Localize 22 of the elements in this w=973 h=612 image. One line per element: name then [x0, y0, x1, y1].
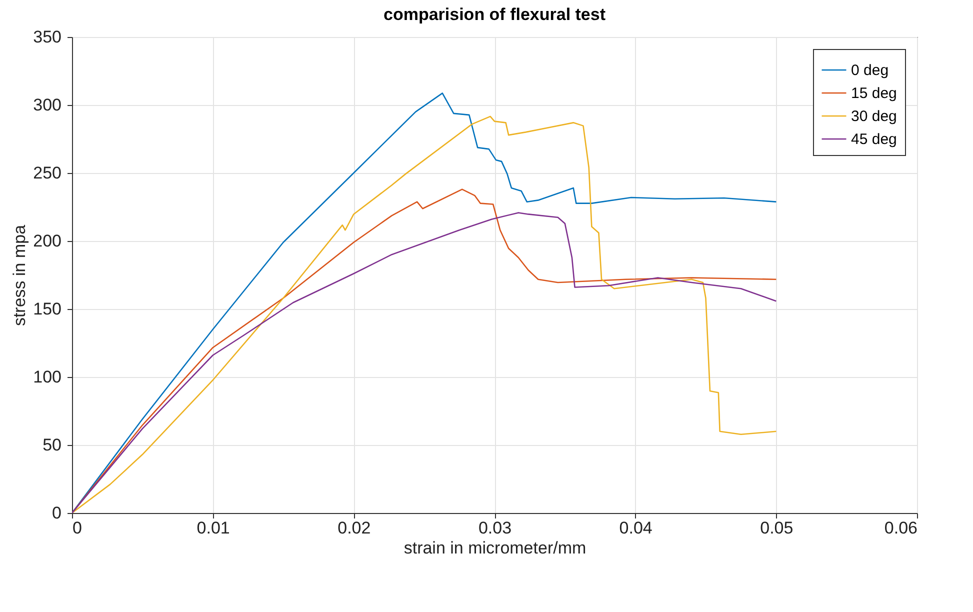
legend-label: 15 deg — [851, 85, 897, 102]
y-tick-label: 50 — [42, 436, 62, 454]
x-tick-label: 0.02 — [338, 518, 371, 538]
x-tick-label: 0.01 — [196, 518, 230, 538]
y-tick-label: 100 — [33, 368, 62, 386]
y-tick-label: 0 — [52, 504, 62, 522]
legend-label: 0 deg — [851, 62, 889, 79]
x-tick-label: 0.03 — [478, 518, 512, 538]
x-tick-label: 0 — [72, 518, 82, 538]
chart-title: comparision of flexural test — [384, 5, 606, 24]
x-tick-label: 0.04 — [619, 518, 652, 538]
y-tick-label: 300 — [33, 96, 62, 114]
y-tick-label: 350 — [33, 28, 62, 46]
x-axis-title: strain in micrometer/mm — [404, 538, 586, 558]
legend-label: 30 deg — [851, 108, 897, 125]
x-tick-label: 0.06 — [884, 518, 918, 538]
y-tick-label: 150 — [33, 300, 62, 318]
y-axis-title: stress in mpa — [10, 224, 30, 326]
y-tick-label: 200 — [33, 232, 62, 250]
legend-label: 45 deg — [851, 131, 897, 148]
x-tick-label: 0.05 — [760, 518, 794, 538]
y-tick-label: 250 — [33, 164, 62, 182]
